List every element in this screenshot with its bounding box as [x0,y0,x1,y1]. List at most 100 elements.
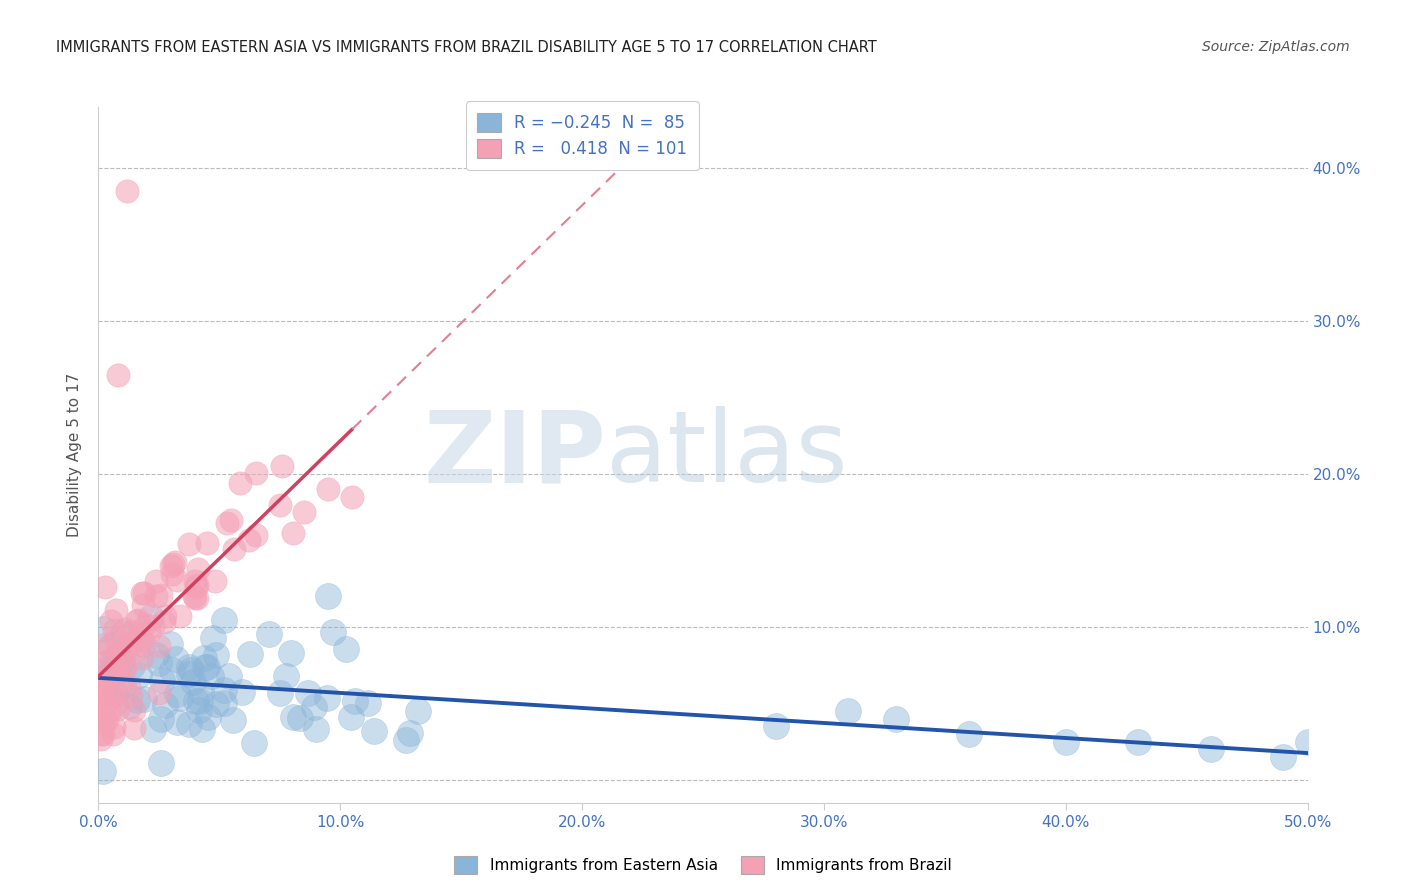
Point [91,764,114,779]
Point [1272,750,1295,764]
Text: IMMIGRANTS FROM EASTERN ASIA VS IMMIGRANTS FROM BRAZIL DISABILITY AGE 5 TO 17 CO: IMMIGRANTS FROM EASTERN ASIA VS IMMIGRAN… [56,40,877,55]
Point [1128,734,1150,748]
Point [281,710,304,724]
Point [343,694,366,708]
Point [886,712,908,726]
Point [91,708,114,723]
Point [111,674,134,689]
Point [90,726,112,740]
Point [280,646,302,660]
Point [335,642,357,657]
Point [162,557,184,571]
Point [340,710,363,724]
Point [114,661,136,675]
Point [101,653,124,667]
Point [91,664,114,678]
Point [128,668,150,682]
Point [90,671,112,685]
Point [221,513,243,527]
Point [94,655,117,669]
Point [231,684,253,698]
Point [186,578,208,592]
Point [160,558,183,573]
Point [186,581,208,595]
Point [96,644,118,658]
Text: ZIP: ZIP [423,407,606,503]
Point [181,674,204,689]
Point [104,648,127,663]
Point [149,756,172,770]
Text: Source: ZipAtlas.com: Source: ZipAtlas.com [1202,40,1350,54]
Point [148,656,170,670]
Point [153,615,176,629]
Point [111,647,134,661]
Point [222,713,245,727]
Point [105,666,128,681]
Point [242,736,264,750]
Point [184,574,207,588]
Point [90,686,112,700]
Point [125,614,148,628]
Point [163,555,186,569]
Point [145,574,167,588]
Point [212,683,235,698]
Point [94,696,117,710]
Point [107,645,129,659]
Legend: Immigrants from Eastern Asia, Immigrants from Brazil: Immigrants from Eastern Asia, Immigrants… [449,850,957,880]
Point [204,648,226,662]
Point [288,711,311,725]
Point [121,659,143,673]
Point [399,726,422,740]
Point [94,580,117,594]
Point [127,614,149,628]
Point [305,722,328,736]
Point [180,663,202,677]
Point [100,614,122,628]
Point [90,731,112,746]
Point [1199,742,1222,756]
Point [120,637,142,651]
Point [316,483,339,497]
Point [169,608,191,623]
Point [148,639,170,653]
Point [245,528,267,542]
Point [111,626,134,640]
Point [148,686,170,700]
Point [122,722,145,736]
Point [153,698,176,712]
Point [90,681,112,695]
Point [957,727,980,741]
Point [162,567,184,582]
Point [103,720,125,734]
Point [179,537,201,551]
Point [100,667,122,681]
Point [145,648,167,663]
Point [166,715,188,730]
Point [118,636,141,650]
Point [90,701,112,715]
Point [166,574,188,588]
Point [222,541,245,556]
Point [1054,734,1077,748]
Point [212,613,235,627]
Point [141,610,163,624]
Point [132,586,155,600]
Point [837,704,859,718]
Point [142,722,165,736]
Point [406,704,429,718]
Point [229,476,252,491]
Point [184,591,207,605]
Point [316,690,339,705]
Point [166,688,188,702]
Point [131,650,153,665]
Point [94,681,117,696]
Point [134,618,156,632]
Point [138,624,160,639]
Point [103,726,125,740]
Point [150,673,173,688]
Point [194,660,217,674]
Point [149,589,172,603]
Point [269,498,291,512]
Point [193,651,215,665]
Point [112,678,135,692]
